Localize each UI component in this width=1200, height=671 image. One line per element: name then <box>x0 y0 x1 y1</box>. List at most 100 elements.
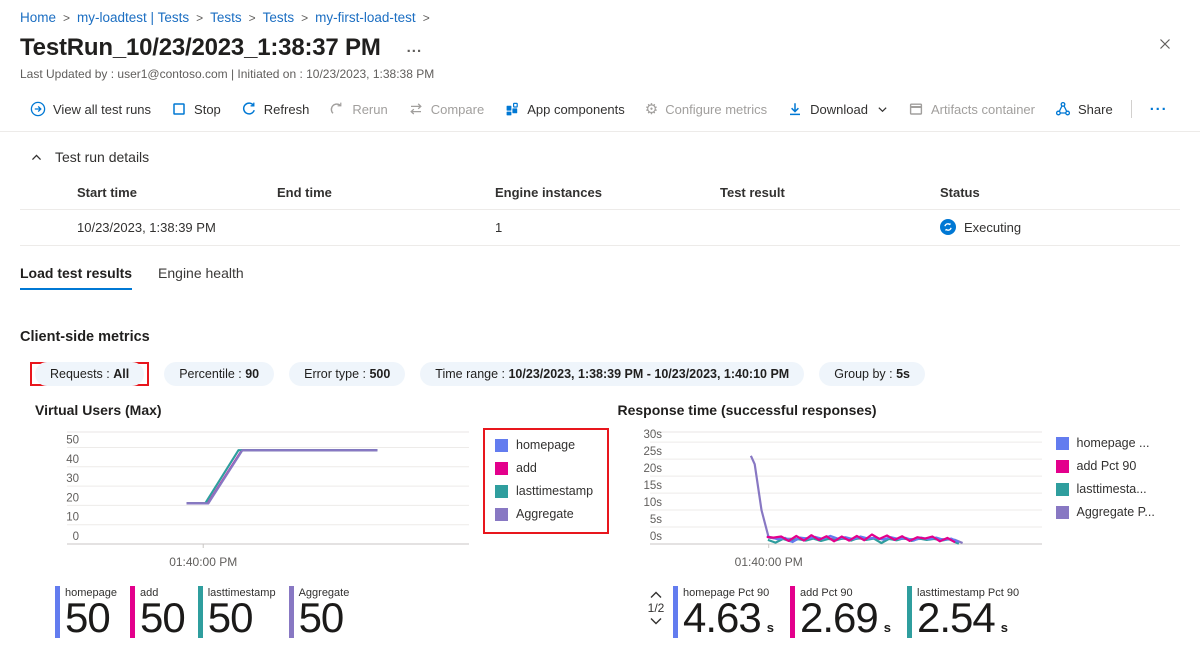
stat-color-bar <box>790 586 795 638</box>
legend-swatch <box>495 507 508 521</box>
legend-swatch <box>1055 482 1069 496</box>
stat-card-lasttimestamp-pct-90: lasttimestamp Pct 90 2.54 s <box>907 586 1019 638</box>
test-run-details-toggle[interactable]: Test run details <box>30 149 1200 165</box>
sync-status-icon <box>940 219 956 235</box>
filter-pill-requests[interactable]: Requests : All <box>35 362 145 386</box>
page-subtitle: Last Updated by : user1@contoso.com | In… <box>20 67 435 81</box>
tab-load-test-results[interactable]: Load test results <box>20 265 133 290</box>
cell-engine-instances: 1 <box>495 219 503 235</box>
chart-title: Response time (successful responses) <box>617 402 877 418</box>
series-aggregate <box>186 449 378 505</box>
stat-unit: s <box>1000 619 1008 635</box>
response-time-plot: 0s 5s 10s 15s 20s 25s 30s 01:40:00 PM <box>643 429 1042 569</box>
chevron-up-icon <box>30 151 43 164</box>
svg-text:15s: 15s <box>643 480 662 492</box>
tab-engine-health[interactable]: Engine health <box>158 265 244 281</box>
chevron-down-icon <box>877 104 888 115</box>
svg-text:01:40:00 PM: 01:40:00 PM <box>169 555 237 569</box>
legend-label: Aggregate <box>516 507 574 521</box>
stat-unit: s <box>766 619 774 635</box>
legend-label: homepage <box>516 438 576 452</box>
refresh-button[interactable]: Refresh <box>231 96 320 122</box>
stat-color-bar <box>130 586 135 638</box>
close-icon[interactable] <box>1156 36 1174 54</box>
artifacts-container-icon <box>908 101 924 117</box>
svg-text:0s: 0s <box>649 531 661 543</box>
legend-swatch <box>495 484 508 498</box>
filter-label: Time range : <box>435 367 509 381</box>
svg-text:10s: 10s <box>643 497 662 509</box>
legend-item[interactable]: lasttimestamp <box>495 484 593 498</box>
filter-pill-percentile[interactable]: Percentile : 90 <box>164 362 275 386</box>
filter-pill-error-type[interactable]: Error type : 500 <box>289 362 406 386</box>
response-time-stats: 1/2 homepage Pct 90 4.63 s add Pct 90 2.69 s l… <box>645 586 1024 638</box>
pager-up-icon[interactable] <box>649 589 663 600</box>
view-all-test-runs-button[interactable]: View all test runs <box>20 96 161 122</box>
virtual-users-stats: homepage 50 add 50 lasttimestamp 50 Aggregate 5… <box>55 586 605 638</box>
svg-text:30: 30 <box>66 473 79 485</box>
stat-label: add Pct 90 <box>800 587 853 599</box>
breadcrumb-item[interactable]: my-loadtest | Tests <box>77 10 190 25</box>
title-more-button[interactable]: ... <box>406 39 423 56</box>
breadcrumb-separator: > <box>422 10 430 25</box>
series-add-pct-90 <box>766 533 956 544</box>
response-time-legend: homepage ... add Pct 90 lasttimesta... Aggr… <box>1055 436 1155 528</box>
view-all-test-runs-label: View all test runs <box>53 101 152 117</box>
refresh-label: Refresh <box>263 101 310 117</box>
legend-item[interactable]: Aggregate P... <box>1055 505 1155 519</box>
tab-bar: Load test results Engine health <box>20 265 1200 290</box>
stat-color-bar <box>55 586 60 638</box>
stat-label: homepage Pct 90 <box>683 587 770 599</box>
breadcrumb-item[interactable]: Home <box>20 10 57 25</box>
status-badge: Executing <box>940 219 1180 235</box>
breadcrumb-item[interactable]: my-first-load-test <box>315 10 416 25</box>
filter-pill-group-by[interactable]: Group by : 5s <box>819 362 925 386</box>
legend-item[interactable]: add <box>495 461 593 475</box>
breadcrumb-separator: > <box>248 10 256 25</box>
more-commands-button[interactable]: ··· <box>1140 97 1178 122</box>
legend-item[interactable]: lasttimesta... <box>1055 482 1155 496</box>
filter-label: Percentile : <box>179 367 246 381</box>
filter-value: 90 <box>245 367 260 381</box>
pager-down-icon[interactable] <box>649 616 663 627</box>
legend-item[interactable]: homepage <box>495 438 593 452</box>
filter-pill-time-range[interactable]: Time range : 10/23/2023, 1:38:39 PM - 10… <box>420 362 805 386</box>
stat-card-lasttimestamp: lasttimestamp 50 <box>197 586 276 638</box>
svg-text:25s: 25s <box>643 446 662 458</box>
test-run-details-table: Start time End time Engine instances Tes… <box>20 179 1180 246</box>
stat-label: Aggregate <box>298 587 350 599</box>
filter-value: All <box>113 367 130 381</box>
stat-value: 50 <box>65 594 111 641</box>
col-test-result: Test result <box>720 185 785 200</box>
stat-color-bar <box>907 586 912 638</box>
breadcrumb-item[interactable]: Tests <box>210 10 242 25</box>
stop-button[interactable]: Stop <box>161 96 231 122</box>
app-components-button[interactable]: App components <box>494 96 635 122</box>
svg-text:20s: 20s <box>643 463 662 475</box>
legend-item[interactable]: Aggregate <box>495 507 593 521</box>
stat-card-homepage-pct-90: homepage Pct 90 4.63 s <box>673 586 785 638</box>
legend-item[interactable]: add Pct 90 <box>1055 459 1155 473</box>
stat-card-aggregate: Aggregate 50 <box>288 586 350 638</box>
filter-label: Group by : <box>834 367 897 381</box>
stop-label: Stop <box>194 101 221 117</box>
legend-swatch <box>495 438 508 452</box>
legend-label: homepage ... <box>1076 436 1150 450</box>
compare-button: Compare <box>398 96 494 122</box>
app-components-label: App components <box>527 101 625 117</box>
configure-metrics-label: Configure metrics <box>665 101 768 117</box>
legend-label: lasttimestamp <box>516 484 594 498</box>
svg-text:40: 40 <box>66 454 79 466</box>
stat-value: 50 <box>140 594 186 641</box>
legend-item[interactable]: homepage ... <box>1055 436 1155 450</box>
download-button[interactable]: Download <box>777 96 898 122</box>
breadcrumb-separator: > <box>301 10 309 25</box>
legend-label: add <box>516 461 537 475</box>
breadcrumb-item[interactable]: Tests <box>262 10 295 25</box>
stat-card-add-pct-90: add Pct 90 2.69 s <box>790 586 902 638</box>
breadcrumb-separator: > <box>63 10 71 25</box>
client-side-metrics-heading: Client-side metrics <box>20 329 150 345</box>
metrics-filter-bar: Requests : All Percentile : 90 Error type … <box>30 362 1200 386</box>
share-button[interactable]: Share <box>1045 96 1123 122</box>
series-aggregate-pct-90 <box>749 455 963 545</box>
